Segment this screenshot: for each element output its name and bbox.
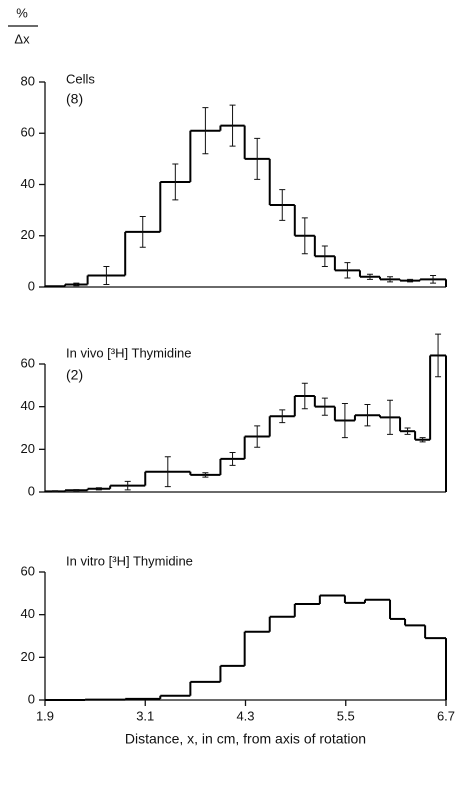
y-label-numerator: % [16,5,28,20]
error-bar [387,399,394,435]
y-tick-label: 60 [21,563,35,578]
annotation: In vivo [³H] Thymidine [66,345,191,360]
y-tick-label: 60 [21,125,35,140]
error-bar [73,489,80,492]
error-bar [139,216,146,248]
error-bar [419,437,426,443]
error-bar [254,425,261,448]
error-bar [202,107,209,155]
y-tick-label: 60 [21,355,35,370]
x-tick-label: 3.1 [136,708,154,723]
x-axis-label: Distance, x, in cm, from axis of rotatio… [125,731,366,747]
y-tick-label: 0 [28,691,35,706]
y-tick-label: 0 [28,278,35,293]
error-bar [321,245,328,267]
error-bar [435,333,442,378]
error-bar [164,456,171,488]
y-tick-label: 40 [21,176,35,191]
error-bar [95,487,102,491]
y-tick-label: 20 [21,227,35,242]
error-bar [254,137,261,180]
y-tick-label: 20 [21,649,35,664]
annotation: Cells [66,71,95,86]
error-bar [229,452,236,466]
error-bar [279,189,286,221]
error-bar [341,402,348,439]
error-bar [364,404,371,427]
error-bar [279,409,286,424]
y-tick-label: 40 [21,398,35,413]
error-bar [430,274,437,284]
error-bar [172,163,179,201]
x-tick-label: 6.7 [437,708,455,723]
error-bar [301,382,308,410]
error-bar [301,217,308,255]
annotation: (8) [66,91,83,107]
error-bar [366,273,373,280]
error-bar [73,282,80,287]
y-tick-label: 40 [21,606,35,621]
error-bar [321,397,328,416]
x-tick-label: 5.5 [337,708,355,723]
x-tick-label: 1.9 [36,708,54,723]
x-tick-label: 4.3 [236,708,254,723]
error-bar [387,276,394,283]
error-bar [124,480,131,491]
error-bar [52,490,59,493]
error-bar [344,262,351,279]
annotation: (2) [66,367,83,383]
error-bar [404,427,411,435]
y-tick-label: 80 [21,73,35,88]
error-bar [202,472,209,478]
annotation: In vitro [³H] Thymidine [66,553,193,568]
error-bar [103,266,110,285]
y-tick-label: 20 [21,441,35,456]
error-bar [229,104,236,147]
error-bar [407,278,414,283]
y-label-denominator: Δx [14,31,30,46]
y-tick-label: 0 [28,483,35,498]
